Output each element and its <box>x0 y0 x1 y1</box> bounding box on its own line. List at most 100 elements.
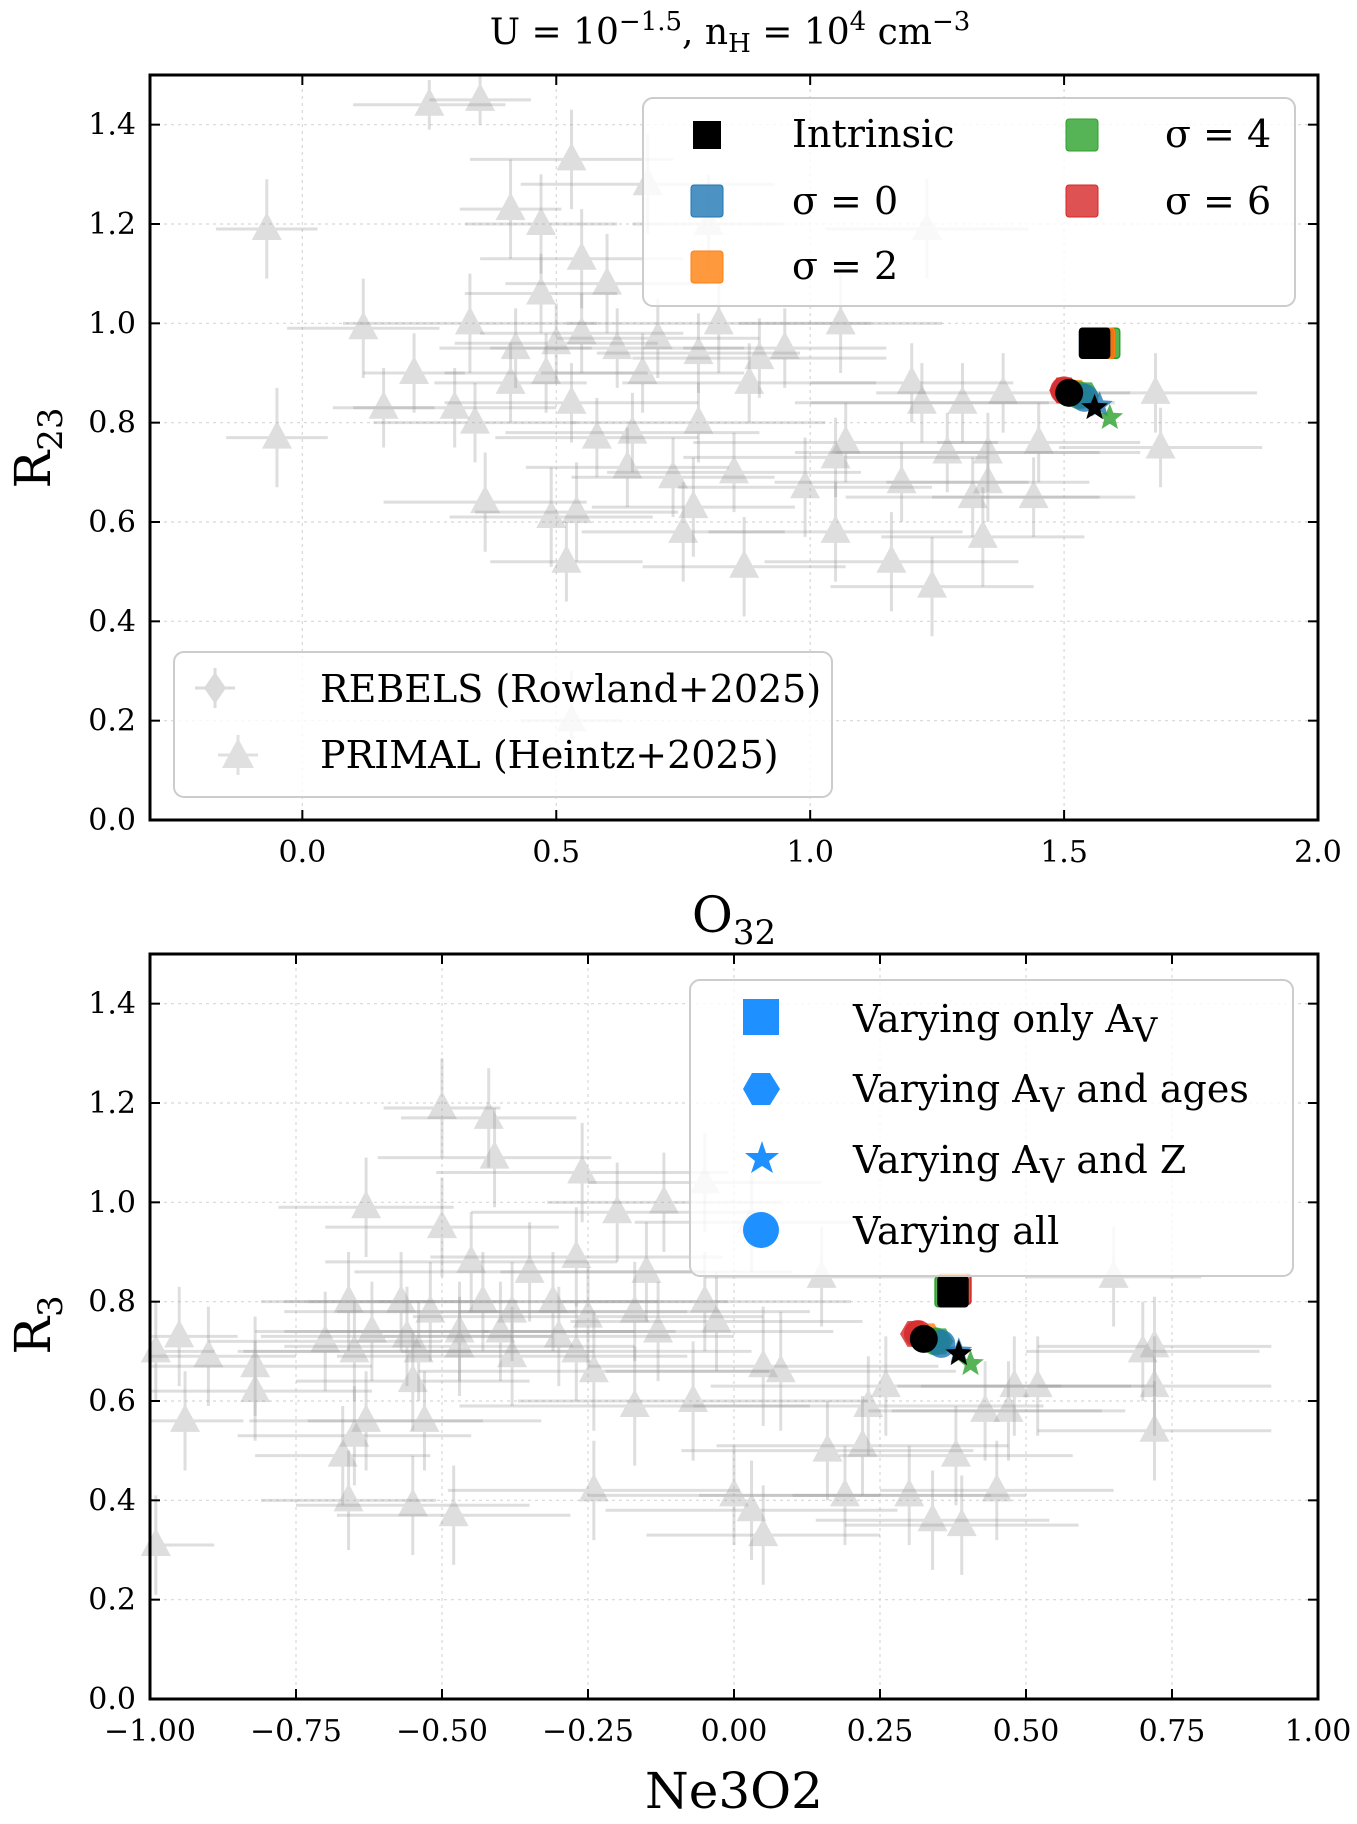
observation-marker <box>1018 480 1049 509</box>
observation-marker <box>170 1403 201 1432</box>
observation-marker <box>497 1294 528 1323</box>
observation-marker <box>414 87 445 116</box>
observation-marker <box>495 365 526 394</box>
bottom-ticks: −1.00 −0.75 −0.50 −0.25 0.00 0.25 0.50 0.75 1.00… <box>88 954 1351 1749</box>
observation-point <box>296 1455 530 1555</box>
observation-point <box>436 1122 729 1223</box>
observation-marker <box>719 1478 749 1507</box>
observation-marker <box>454 306 485 335</box>
observation-marker <box>658 460 689 489</box>
observation-point <box>325 1212 618 1312</box>
observation-marker <box>972 435 1003 464</box>
observation-marker <box>240 1374 271 1403</box>
observation-marker <box>415 1294 446 1323</box>
observation-point <box>260 1252 437 1352</box>
observation-point <box>342 273 597 373</box>
observation-point <box>571 437 775 518</box>
observation-point <box>794 412 1100 493</box>
observation-point <box>363 333 465 413</box>
observation-marker <box>1139 1369 1170 1398</box>
bottom-legend-varying: Varying only AV Varying AV and ages Vary… <box>689 979 1294 1277</box>
observation-point <box>439 308 592 388</box>
observation-marker <box>140 1334 171 1363</box>
observation-point <box>354 1222 705 1322</box>
observation-point <box>459 1346 810 1466</box>
top-ticks: 0.0 0.5 1.0 1.5 2.0 0.0 0.2 0.4 0.6 0.8 1.0 1.2 1.4 <box>88 75 1342 870</box>
legend-box <box>642 97 1296 307</box>
y-tick-label: 0.8 <box>88 1285 136 1320</box>
legend-box <box>173 651 833 798</box>
observation-point <box>140 1301 215 1401</box>
observation-point <box>260 1286 553 1387</box>
observation-marker <box>470 485 501 514</box>
observation-point <box>683 417 988 498</box>
y-tick-label: 0.6 <box>88 1384 136 1419</box>
top-panel: 0.0 0.5 1.0 1.5 2.00.00.20.40.60.81.01.21.4 … <box>4 73 1342 953</box>
y-tick-label: 1.0 <box>88 306 136 341</box>
observation-point <box>897 1336 1132 1436</box>
observation-marker <box>537 1284 568 1313</box>
observation-point <box>490 522 643 602</box>
observation-marker <box>853 1388 884 1417</box>
observation-point <box>607 432 861 513</box>
observation-point <box>646 1485 880 1585</box>
legend-label-rebels: REBELS (Rowland+2025) <box>320 667 821 711</box>
legend-label-sigma0: σ = 0 <box>792 179 898 223</box>
observation-point <box>815 1470 1050 1570</box>
observation-marker <box>514 1254 545 1283</box>
observation-marker <box>631 1254 662 1283</box>
y-tick-label: 0.2 <box>88 1583 136 1618</box>
observation-marker <box>391 1319 422 1348</box>
observation-marker <box>240 1349 271 1378</box>
x-tick-label: 1.0 <box>786 835 834 870</box>
observation-marker <box>427 1090 457 1119</box>
observation-point <box>698 1445 991 1546</box>
observation-marker <box>765 1354 796 1383</box>
observation-point <box>1059 407 1263 488</box>
observation-point <box>678 437 933 537</box>
observation-marker <box>940 1438 971 1467</box>
observation-point <box>429 75 531 125</box>
observation-marker <box>333 1483 364 1512</box>
observation-marker <box>999 1369 1030 1398</box>
observation-marker <box>439 390 470 419</box>
observation-marker <box>310 1324 341 1353</box>
observation-marker <box>592 266 623 295</box>
observation-point <box>444 363 699 443</box>
observation-point <box>581 482 785 582</box>
observation-marker <box>830 425 861 454</box>
observation-marker <box>351 1403 382 1432</box>
model-star <box>957 1349 984 1376</box>
observation-marker <box>812 1433 843 1462</box>
observation-marker <box>894 1478 925 1507</box>
observation-marker <box>566 241 597 270</box>
observation-marker <box>769 331 800 360</box>
observation-point <box>881 487 1085 587</box>
x-tick-label: 1.5 <box>1040 835 1088 870</box>
observation-marker <box>619 1294 650 1323</box>
top-axes-frame <box>148 73 1320 822</box>
observation-point <box>464 174 618 274</box>
observation-marker <box>627 356 658 384</box>
observation-point <box>588 1445 880 1546</box>
observation-marker <box>140 1528 171 1557</box>
observation-marker <box>356 1314 387 1343</box>
observation-point <box>605 1460 898 1560</box>
observation-point <box>920 1336 1155 1436</box>
observation-marker <box>932 435 963 464</box>
observation-point <box>150 1371 244 1471</box>
legend-marker-square <box>743 999 779 1035</box>
observation-point <box>482 1281 834 1382</box>
observation-point <box>844 1475 1079 1575</box>
observation-point <box>495 397 699 478</box>
observation-point <box>150 1316 372 1416</box>
legend-marker-intrinsic <box>693 121 721 149</box>
observation-point <box>383 1058 501 1158</box>
observation-point <box>377 1107 612 1208</box>
observation-marker <box>1022 1369 1053 1398</box>
observation-marker <box>261 420 292 449</box>
observation-point <box>708 482 963 582</box>
observation-point <box>839 1405 1073 1506</box>
observation-marker <box>886 465 917 494</box>
observation-point <box>588 1306 939 1426</box>
